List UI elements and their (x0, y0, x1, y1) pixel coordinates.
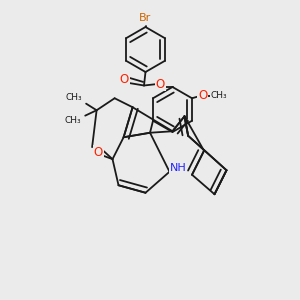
Text: CH₃: CH₃ (211, 91, 227, 100)
Text: Br: Br (140, 13, 152, 23)
Text: O: O (120, 73, 129, 86)
Text: O: O (156, 77, 165, 91)
Text: O: O (198, 89, 207, 102)
Text: CH₃: CH₃ (64, 116, 81, 125)
Text: CH₃: CH₃ (66, 93, 83, 102)
Text: NH: NH (169, 163, 186, 173)
Text: O: O (94, 146, 103, 159)
